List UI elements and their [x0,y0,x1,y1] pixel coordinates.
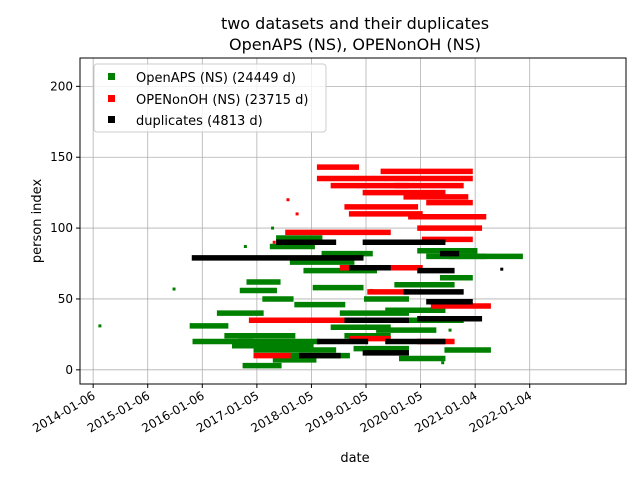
legend: OpenAPS (NS) (24449 d) OPENonOH (NS) (23… [93,63,327,133]
legend-marker-duplicates [108,116,115,123]
legend-marker-openonoh [108,95,115,102]
data-point-openaps [441,361,445,365]
legend-box [93,63,327,133]
data-point-openaps [98,324,102,328]
data-point-openaps [172,287,176,291]
legend-label-openonoh: OPENonOH (NS) (23715 d) [136,93,308,108]
data-point-openaps [243,245,247,249]
y-tick-label: 100 [50,221,73,235]
data-point-openaps [448,328,452,332]
plot-frame [79,57,627,385]
x-axis-label: date [340,451,369,466]
y-tick-label: 0 [65,363,73,377]
series-openonoh [248,164,491,359]
y-tick-label: 200 [50,79,73,93]
y-tick-label: 150 [50,150,73,164]
data-point-duplicates [500,267,504,271]
data-point-openaps [271,226,275,230]
legend-marker-openaps [108,73,115,80]
y-axis-label: person index [30,179,45,264]
chart-title-line-2: OpenAPS (NS), OPENonOH (NS) [229,35,481,54]
data-marks [98,164,523,369]
chart-title-line-1: two datasets and their duplicates [221,14,489,33]
data-point-openonoh [286,198,290,202]
x-tick-label: 2022-01-04 [467,388,534,435]
legend-label-duplicates: duplicates (4813 d) [136,114,263,129]
data-point-openonoh [295,212,299,216]
y-tick-label: 50 [58,292,73,306]
series-duplicates [191,239,504,359]
data-point-openonoh [272,240,276,244]
legend-label-openaps: OpenAPS (NS) (24449 d) [136,71,296,86]
